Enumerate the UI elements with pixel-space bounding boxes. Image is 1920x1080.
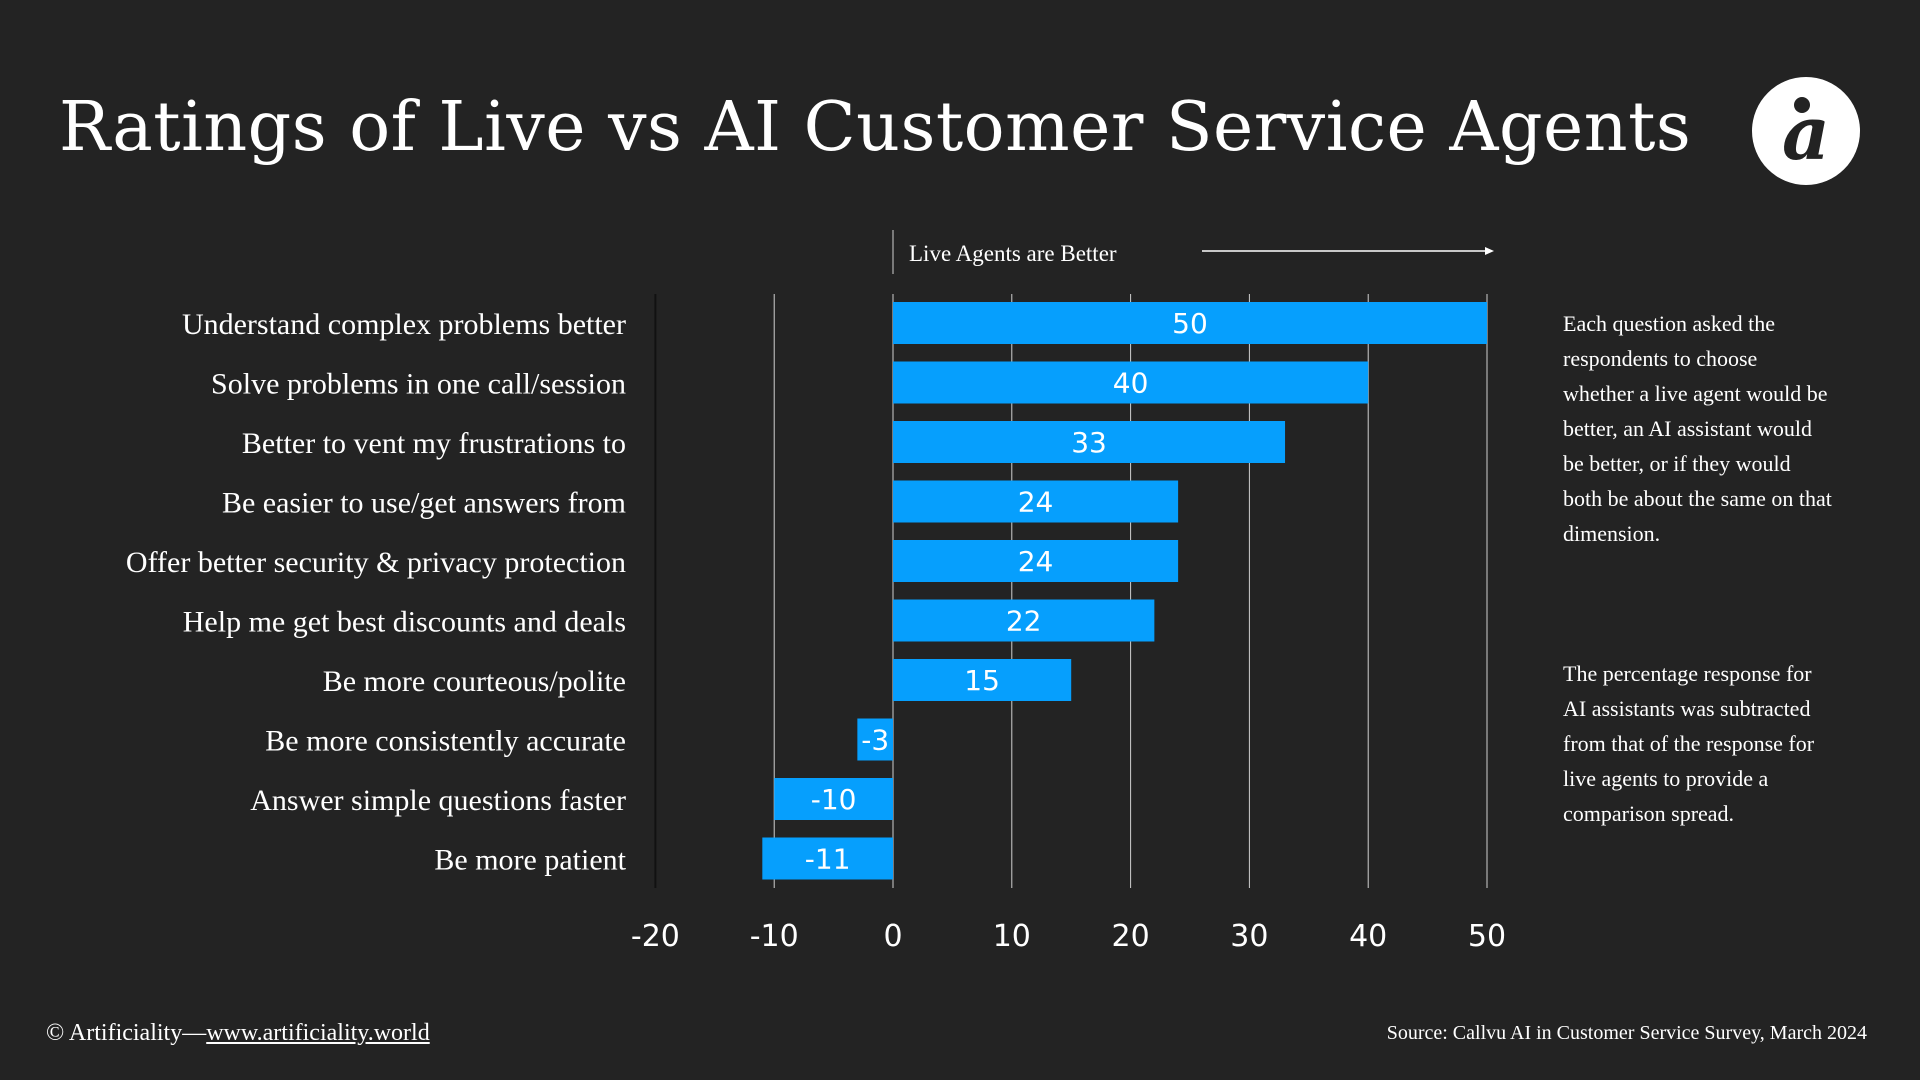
x-tick-label: 30 <box>1230 919 1268 954</box>
data-label: 15 <box>964 664 1000 697</box>
category-label: Understand complex problems better <box>182 308 626 341</box>
note-method: Each question asked the respondents to c… <box>1563 311 1832 546</box>
x-tick-label: -20 <box>631 919 680 954</box>
x-tick-label: 0 <box>883 919 902 954</box>
data-label: 22 <box>1006 605 1042 638</box>
page-title: Ratings of Live vs AI Customer Service A… <box>59 88 1692 167</box>
category-label: Be more courteous/polite <box>323 665 626 698</box>
note-calculation: The percentage response for AI assistant… <box>1563 661 1815 826</box>
direction-label: Live Agents are Better <box>909 241 1117 266</box>
bar <box>893 421 1286 463</box>
bar <box>893 540 1179 582</box>
data-label: -11 <box>805 843 851 876</box>
x-tick-label: 20 <box>1112 919 1150 954</box>
data-label: 50 <box>1172 307 1208 340</box>
bar <box>762 837 893 880</box>
data-label: 33 <box>1071 426 1107 459</box>
bar <box>893 480 1179 523</box>
footer-copyright: © Artificiality—www.artificiality.world <box>46 1020 430 1047</box>
x-tick-label: 40 <box>1349 919 1387 954</box>
bar <box>893 659 1072 701</box>
copyright-text: © Artificiality— <box>46 1020 207 1046</box>
category-label: Answer simple questions faster <box>250 784 626 817</box>
x-tick-label: -10 <box>750 919 799 954</box>
bar <box>857 718 893 761</box>
source-note: Source: Callvu AI in Customer Service Su… <box>1386 1022 1867 1044</box>
x-tick-label: 50 <box>1468 919 1506 954</box>
category-label: Help me get best discounts and deals <box>183 606 626 639</box>
x-tick-label: 10 <box>993 919 1031 954</box>
bar <box>893 361 1369 404</box>
category-label: Offer better security & privacy protecti… <box>126 546 626 579</box>
category-label: Solve problems in one call/session <box>211 368 626 401</box>
logo-letter: a <box>1782 91 1830 177</box>
data-label: 40 <box>1113 367 1149 400</box>
website-link[interactable]: www.artificiality.world <box>206 1020 430 1046</box>
data-label: -10 <box>811 783 857 816</box>
category-label: Be more consistently accurate <box>265 725 626 758</box>
category-label: Better to vent my frustrations to <box>242 427 626 460</box>
arrowhead-icon <box>1485 247 1494 255</box>
bar <box>774 778 893 820</box>
artificiality-logo: a <box>1752 77 1860 185</box>
data-label: -3 <box>861 724 889 757</box>
category-label: Be easier to use/get answers from <box>222 487 626 520</box>
data-label: 24 <box>1018 545 1054 578</box>
bar <box>893 302 1487 344</box>
data-label: 24 <box>1018 486 1054 519</box>
category-label: Be more patient <box>434 844 626 877</box>
bar <box>893 599 1155 642</box>
logo-dot <box>1794 97 1810 113</box>
